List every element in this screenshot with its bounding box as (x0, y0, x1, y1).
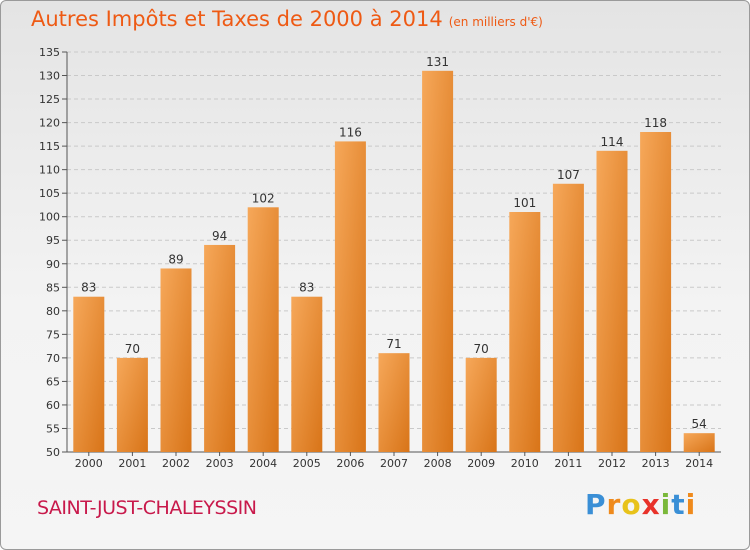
y-tick-label: 135 (39, 46, 60, 59)
x-tick-label-2011: 2011 (554, 457, 582, 470)
bar-2012 (596, 150, 628, 452)
y-tick-label: 60 (46, 399, 60, 412)
y-tick-label: 55 (46, 422, 60, 435)
bar-2002 (160, 268, 192, 452)
y-tick-label: 50 (46, 446, 60, 459)
x-tick-label-2006: 2006 (336, 457, 364, 470)
x-tick-label-2012: 2012 (598, 457, 626, 470)
proxiti-logo: Proxiti (585, 488, 696, 521)
y-tick-label: 90 (46, 258, 60, 271)
logo-letter: o (621, 488, 642, 521)
data-label-2001: 70 (125, 342, 140, 356)
x-tick-label-2004: 2004 (249, 457, 277, 470)
y-tick-label: 115 (39, 140, 60, 153)
data-label-2013: 118 (644, 116, 667, 130)
bar-2005 (291, 296, 323, 452)
y-tick-label: 80 (46, 305, 60, 318)
bar-2014 (683, 433, 715, 452)
x-tick-label-2000: 2000 (75, 457, 103, 470)
data-label-2006: 116 (339, 125, 362, 139)
y-tick-label: 75 (46, 328, 60, 341)
x-tick-label-2005: 2005 (293, 457, 321, 470)
logo-letter: x (641, 488, 661, 521)
x-tick-label-2009: 2009 (467, 457, 495, 470)
data-label-2011: 107 (557, 168, 580, 182)
x-tick-label-2008: 2008 (424, 457, 452, 470)
data-label-2014: 54 (692, 417, 707, 431)
bar-2010 (509, 212, 541, 452)
x-tick-label-2007: 2007 (380, 457, 408, 470)
data-label-2007: 71 (386, 337, 401, 351)
bar-2003 (204, 244, 236, 452)
data-label-2010: 101 (513, 196, 536, 210)
data-label-2012: 114 (601, 135, 624, 149)
chart-title: Autres Impôts et Taxes de 2000 à 2014 (en… (31, 7, 543, 31)
bar-2006 (334, 141, 366, 453)
x-tick-label-2010: 2010 (511, 457, 539, 470)
y-tick-label: 100 (39, 211, 60, 224)
x-tick-label-2001: 2001 (118, 457, 146, 470)
bar-2009 (465, 357, 497, 452)
x-tick-label-2002: 2002 (162, 457, 190, 470)
y-tick-label: 120 (39, 117, 60, 130)
y-tick-label: 70 (46, 352, 60, 365)
bar-2007 (378, 353, 410, 452)
y-tick-label: 85 (46, 281, 60, 294)
bar-2013 (640, 132, 672, 452)
x-tick-label-2014: 2014 (685, 457, 713, 470)
data-label-2002: 89 (168, 252, 183, 266)
data-label-2005: 83 (299, 281, 314, 295)
data-label-2004: 102 (252, 191, 275, 205)
logo-letter: t (671, 488, 686, 521)
bar-2001 (116, 357, 148, 452)
y-tick-label: 95 (46, 234, 60, 247)
y-tick-label: 125 (39, 93, 60, 106)
y-tick-label: 65 (46, 375, 60, 388)
x-tick-label-2003: 2003 (206, 457, 234, 470)
bar-2008 (422, 70, 454, 452)
data-label-2000: 83 (81, 281, 96, 295)
bar-2000 (73, 296, 105, 452)
bar-2011 (552, 183, 584, 452)
y-tick-label: 105 (39, 187, 60, 200)
y-tick-label: 130 (39, 70, 60, 83)
logo-letter: i (685, 488, 697, 521)
data-label-2009: 70 (474, 342, 489, 356)
logo-letter: r (606, 488, 622, 521)
commune-name: SAINT-JUST-CHALEYSSIN (37, 497, 257, 519)
data-label-2008: 131 (426, 55, 449, 69)
x-tick-label-2013: 2013 (642, 457, 670, 470)
data-label-2003: 94 (212, 229, 227, 243)
title-unit: (en milliers d'€) (448, 15, 543, 29)
logo-letter: i (660, 488, 672, 521)
logo-letter: P (585, 488, 607, 521)
title-text: Autres Impôts et Taxes de 2000 à 2014 (31, 7, 443, 31)
bar-2004 (247, 207, 279, 452)
y-tick-label: 110 (39, 164, 60, 177)
